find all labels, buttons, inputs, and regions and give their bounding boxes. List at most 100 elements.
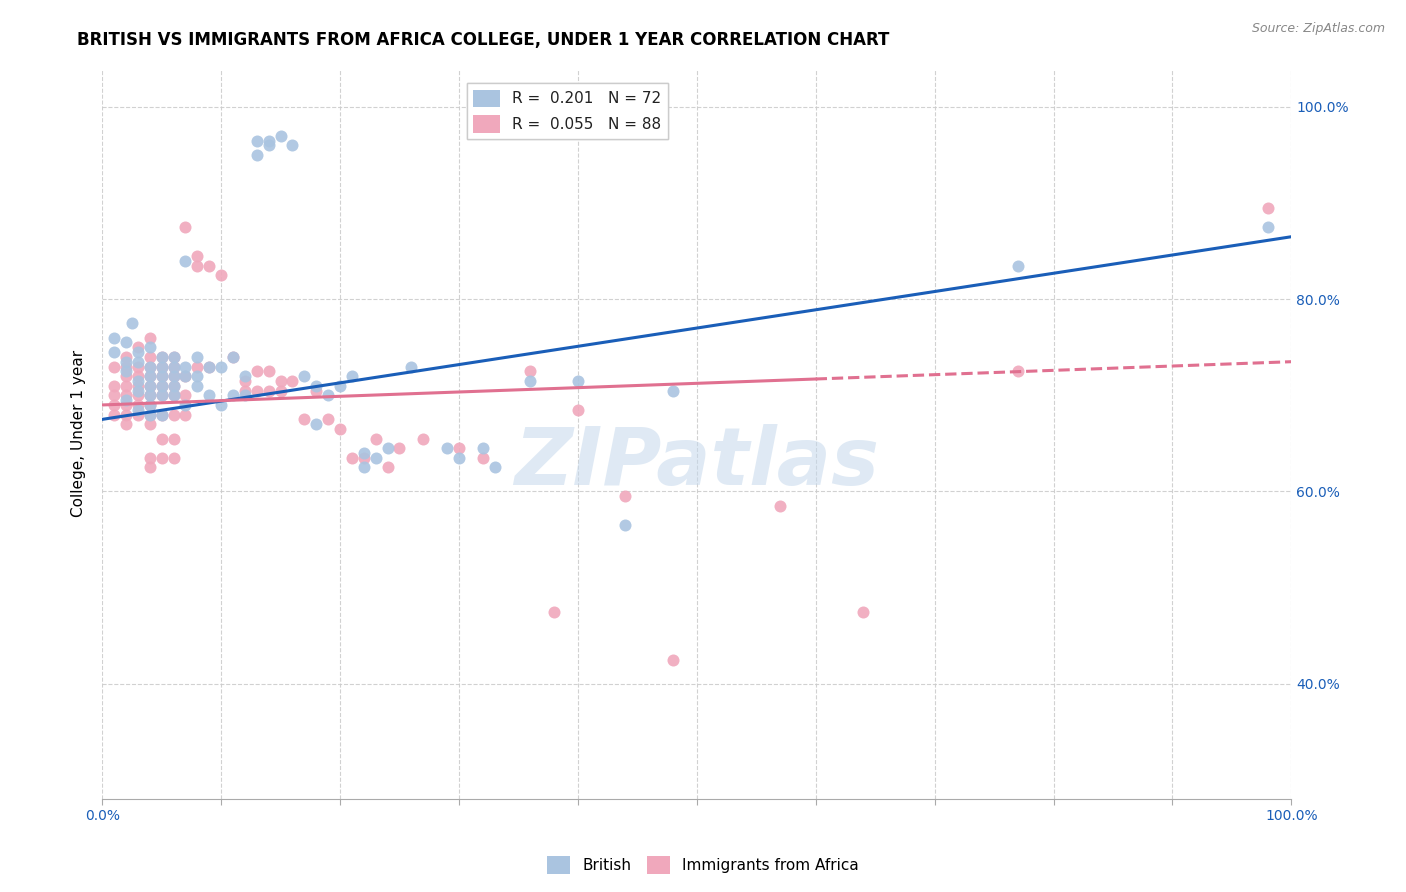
Point xyxy=(174,388,197,402)
Point xyxy=(353,446,375,460)
Point xyxy=(316,388,339,402)
Point xyxy=(162,378,184,392)
Point xyxy=(270,374,292,388)
Point xyxy=(127,374,149,388)
Point xyxy=(174,253,197,268)
Point xyxy=(233,388,256,402)
Point xyxy=(233,369,256,384)
Point xyxy=(174,369,197,384)
Point xyxy=(340,369,363,384)
Legend: British, Immigrants from Africa: British, Immigrants from Africa xyxy=(541,850,865,880)
Point xyxy=(139,398,162,412)
Point xyxy=(401,359,423,374)
Point xyxy=(186,350,208,364)
Point xyxy=(150,369,173,384)
Point xyxy=(115,388,138,402)
Point xyxy=(281,374,304,388)
Point xyxy=(329,422,352,436)
Point xyxy=(115,398,138,412)
Point xyxy=(353,460,375,475)
Point xyxy=(186,359,208,374)
Point xyxy=(150,378,173,392)
Point xyxy=(662,653,685,667)
Point xyxy=(567,374,589,388)
Point xyxy=(209,398,232,412)
Point xyxy=(139,408,162,422)
Point xyxy=(162,369,184,384)
Point xyxy=(614,489,637,503)
Point xyxy=(115,417,138,432)
Point xyxy=(127,402,149,417)
Point xyxy=(388,441,411,455)
Point xyxy=(127,345,149,359)
Point xyxy=(162,388,184,402)
Point xyxy=(471,450,494,465)
Point xyxy=(103,331,125,345)
Point xyxy=(115,335,138,350)
Point xyxy=(103,398,125,412)
Legend: R =  0.201   N = 72, R =  0.055   N = 88: R = 0.201 N = 72, R = 0.055 N = 88 xyxy=(467,84,668,138)
Point xyxy=(567,402,589,417)
Point xyxy=(519,364,541,378)
Point xyxy=(257,384,280,398)
Point xyxy=(139,369,162,384)
Point xyxy=(139,340,162,354)
Text: BRITISH VS IMMIGRANTS FROM AFRICA COLLEGE, UNDER 1 YEAR CORRELATION CHART: BRITISH VS IMMIGRANTS FROM AFRICA COLLEG… xyxy=(77,31,890,49)
Point xyxy=(115,393,138,408)
Point xyxy=(233,374,256,388)
Point xyxy=(447,441,470,455)
Point xyxy=(162,432,184,446)
Point xyxy=(162,408,184,422)
Point xyxy=(150,350,173,364)
Point xyxy=(222,350,245,364)
Point xyxy=(127,388,149,402)
Point xyxy=(186,378,208,392)
Point xyxy=(103,378,125,392)
Point xyxy=(353,450,375,465)
Point xyxy=(127,408,149,422)
Point xyxy=(139,398,162,412)
Point xyxy=(139,460,162,475)
Point xyxy=(115,378,138,392)
Point xyxy=(364,432,387,446)
Point xyxy=(292,369,315,384)
Point xyxy=(139,378,162,392)
Point xyxy=(150,388,173,402)
Point xyxy=(139,417,162,432)
Point xyxy=(150,408,173,422)
Point xyxy=(139,359,162,374)
Point xyxy=(162,350,184,364)
Point xyxy=(377,460,399,475)
Point xyxy=(1257,201,1279,215)
Point xyxy=(198,259,221,273)
Point xyxy=(139,378,162,392)
Point xyxy=(174,398,197,412)
Point xyxy=(316,412,339,426)
Point xyxy=(103,388,125,402)
Point xyxy=(246,384,269,398)
Point xyxy=(162,450,184,465)
Point xyxy=(852,605,875,619)
Point xyxy=(150,359,173,374)
Point xyxy=(150,432,173,446)
Point xyxy=(150,408,173,422)
Point xyxy=(519,374,541,388)
Point xyxy=(127,359,149,374)
Point xyxy=(103,359,125,374)
Point xyxy=(209,359,232,374)
Text: ZIPatlas: ZIPatlas xyxy=(515,424,879,502)
Point xyxy=(1007,259,1029,273)
Point xyxy=(377,441,399,455)
Text: Source: ZipAtlas.com: Source: ZipAtlas.com xyxy=(1251,22,1385,36)
Point xyxy=(150,388,173,402)
Point xyxy=(121,316,143,330)
Point xyxy=(412,432,434,446)
Point xyxy=(139,388,162,402)
Point xyxy=(150,359,173,374)
Point xyxy=(186,259,208,273)
Point xyxy=(115,350,138,364)
Point xyxy=(150,378,173,392)
Point xyxy=(662,384,685,398)
Point xyxy=(246,148,269,162)
Point xyxy=(174,408,197,422)
